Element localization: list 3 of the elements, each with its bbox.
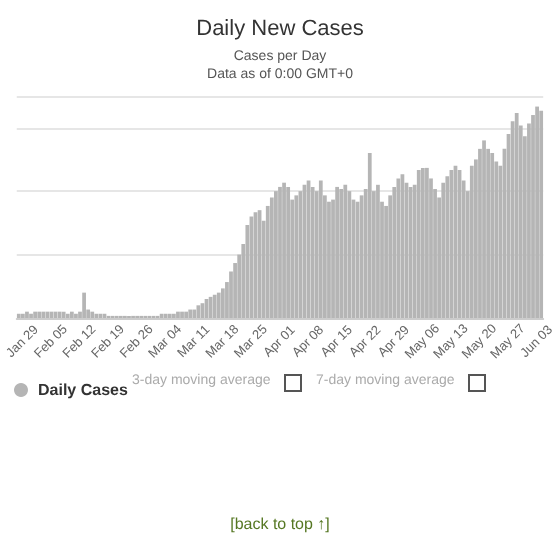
text: [back to top ↑] — [230, 515, 330, 533]
legend-label: Daily Cases — [38, 381, 129, 399]
chart-title: Daily New Cases — [196, 17, 365, 41]
